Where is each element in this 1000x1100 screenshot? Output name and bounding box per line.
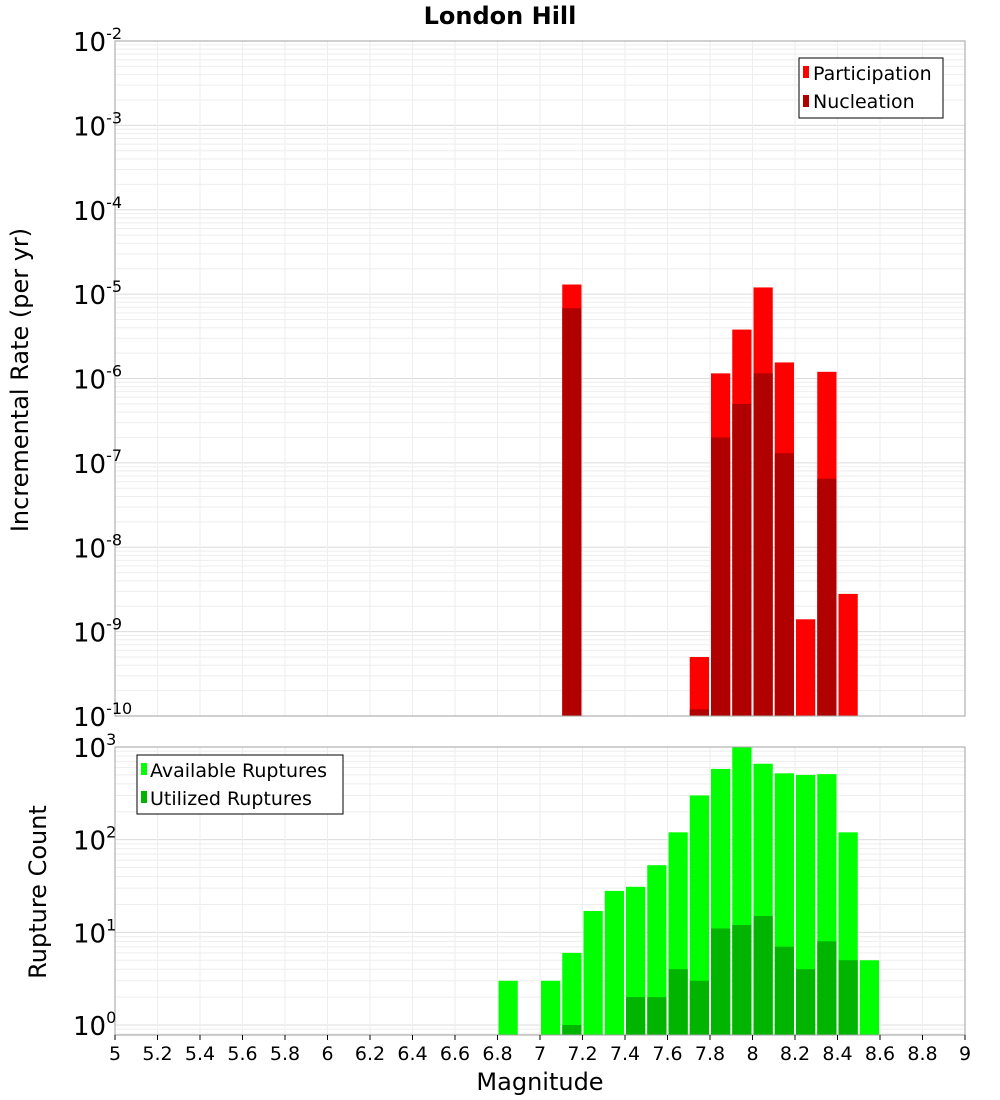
bottom-y-ticks: 103 102 101 100 — [73, 730, 116, 1042]
bar-utilized-ruptures-7.85 — [711, 928, 731, 1035]
bar-participation-8.45 — [838, 593, 858, 716]
top-y-tick-label: 10-3 — [73, 108, 122, 142]
bar-utilized-ruptures-7.45 — [626, 997, 646, 1035]
bar-participation-8.25 — [796, 619, 816, 716]
bottom-y-tick-label: 100 — [73, 1008, 116, 1042]
x-tick-label: 6.8 — [482, 1043, 512, 1065]
bar-available-ruptures-7.05 — [541, 980, 561, 1035]
bottom-legend: Available Ruptures Utilized Ruptures — [136, 754, 344, 815]
top-y-tick-label: 10-5 — [73, 277, 122, 311]
bar-available-ruptures-7.75 — [689, 795, 709, 1035]
top-legend-box — [798, 57, 944, 119]
x-tick-label: 5.2 — [142, 1043, 172, 1065]
top-plot-frame — [114, 40, 966, 717]
bar-nucleation-7.15 — [562, 308, 582, 716]
top-y-axis-label: Incremental Rate (per yr) — [6, 228, 34, 532]
bar-utilized-ruptures-7.55 — [647, 997, 667, 1035]
top-y-tick-label: 10-6 — [73, 362, 122, 396]
x-tick-label: 5.6 — [227, 1043, 257, 1065]
bar-participation-7.75 — [689, 657, 709, 716]
legend-nucleation-swatch — [803, 95, 809, 107]
bar-utilized-ruptures-7.95 — [732, 924, 752, 1035]
top-y-tick-label: 10-9 — [73, 615, 122, 649]
x-tick-label: 9 — [959, 1043, 971, 1065]
x-tick-label: 5.8 — [270, 1043, 300, 1065]
chart-title: London Hill — [424, 2, 577, 30]
bar-nucleation-8.05 — [753, 373, 773, 716]
top-legend: Participation Nucleation — [798, 57, 944, 119]
top-y-tick-label: 10-8 — [73, 530, 122, 564]
x-tick-label: 6.6 — [440, 1043, 470, 1065]
legend-utilized-swatch — [141, 791, 147, 803]
participation-rate-panel: 10-2 10-3 10-4 10-5 10-6 10-7 10-8 10-9 10-10 In… — [6, 24, 966, 733]
top-y-tick-label: 10-7 — [73, 446, 122, 480]
x-tick-label: 6 — [321, 1043, 333, 1065]
x-axis-ticks: 5 5.2 5.4 5.6 5.8 6 6.2 6.4 6.6 6.8 7 7.2 7.4 7.6 7.8 8… — [109, 1035, 971, 1065]
x-axis-label: Magnitude — [476, 1068, 603, 1096]
x-tick-label: 8.2 — [780, 1043, 810, 1065]
bottom-bars — [498, 747, 879, 1035]
bar-utilized-ruptures-8.35 — [817, 941, 837, 1035]
top-y-tick-label: 10-10 — [73, 699, 132, 733]
bar-available-ruptures-7.25 — [583, 910, 603, 1035]
legend-utilized-label: Utilized Ruptures — [150, 788, 312, 810]
legend-available-label: Available Ruptures — [150, 760, 327, 782]
x-tick-label: 7 — [534, 1043, 546, 1065]
bar-utilized-ruptures-8.15 — [774, 946, 794, 1035]
legend-available-swatch — [141, 763, 147, 775]
bar-utilized-ruptures-7.75 — [689, 980, 709, 1035]
x-tick-label: 7.2 — [567, 1043, 597, 1065]
x-tick-label: 6.2 — [355, 1043, 385, 1065]
legend-participation-swatch — [803, 66, 809, 78]
bar-utilized-ruptures-7.15 — [562, 1025, 582, 1035]
x-tick-label: 8.6 — [865, 1043, 895, 1065]
rupture-count-panel: 103 102 101 100 5 5.2 5.4 5.6 5.8 6 6.2 6.4 6.6 6.8 7… — [24, 730, 971, 1096]
x-tick-label: 8.8 — [907, 1043, 937, 1065]
bottom-y-axis-label: Rupture Count — [24, 805, 52, 979]
top-y-tick-label: 10-4 — [73, 193, 122, 227]
bar-utilized-ruptures-8.05 — [753, 916, 773, 1035]
x-tick-label: 5.4 — [185, 1043, 215, 1065]
top-bars — [562, 284, 858, 716]
x-tick-label: 8.4 — [822, 1043, 852, 1065]
bar-available-ruptures-7.15 — [562, 952, 582, 1035]
bar-utilized-ruptures-8.45 — [838, 960, 858, 1035]
bar-available-ruptures-7.55 — [647, 865, 667, 1035]
x-tick-label: 5 — [109, 1043, 121, 1065]
bottom-y-tick-label: 101 — [73, 915, 116, 949]
bottom-legend-box — [136, 754, 344, 815]
bar-nucleation-7.75 — [689, 709, 709, 716]
bar-utilized-ruptures-7.65 — [668, 969, 688, 1035]
x-tick-label: 8 — [746, 1043, 758, 1065]
x-tick-label: 6.4 — [397, 1043, 427, 1065]
bar-available-ruptures-6.85 — [498, 980, 518, 1035]
top-grid — [114, 41, 966, 717]
bottom-y-tick-label: 102 — [73, 823, 116, 857]
bar-available-ruptures-7.35 — [604, 890, 624, 1035]
bar-available-ruptures-8.55 — [859, 960, 879, 1035]
bar-utilized-ruptures-8.25 — [796, 969, 816, 1035]
top-y-ticks: 10-2 10-3 10-4 10-5 10-6 10-7 10-8 10-9 10-10 — [73, 24, 132, 733]
x-tick-label: 7.6 — [652, 1043, 682, 1065]
x-tick-label: 7.4 — [610, 1043, 640, 1065]
bottom-y-tick-label: 103 — [73, 730, 116, 764]
bar-nucleation-7.85 — [711, 437, 731, 716]
bar-nucleation-8.35 — [817, 478, 837, 716]
legend-nucleation-label: Nucleation — [813, 91, 915, 113]
x-tick-label: 7.8 — [695, 1043, 725, 1065]
legend-participation-label: Participation — [813, 63, 932, 85]
top-y-tick-label: 10-2 — [73, 24, 122, 58]
bar-nucleation-7.95 — [732, 403, 752, 716]
bar-nucleation-8.15 — [774, 453, 794, 716]
